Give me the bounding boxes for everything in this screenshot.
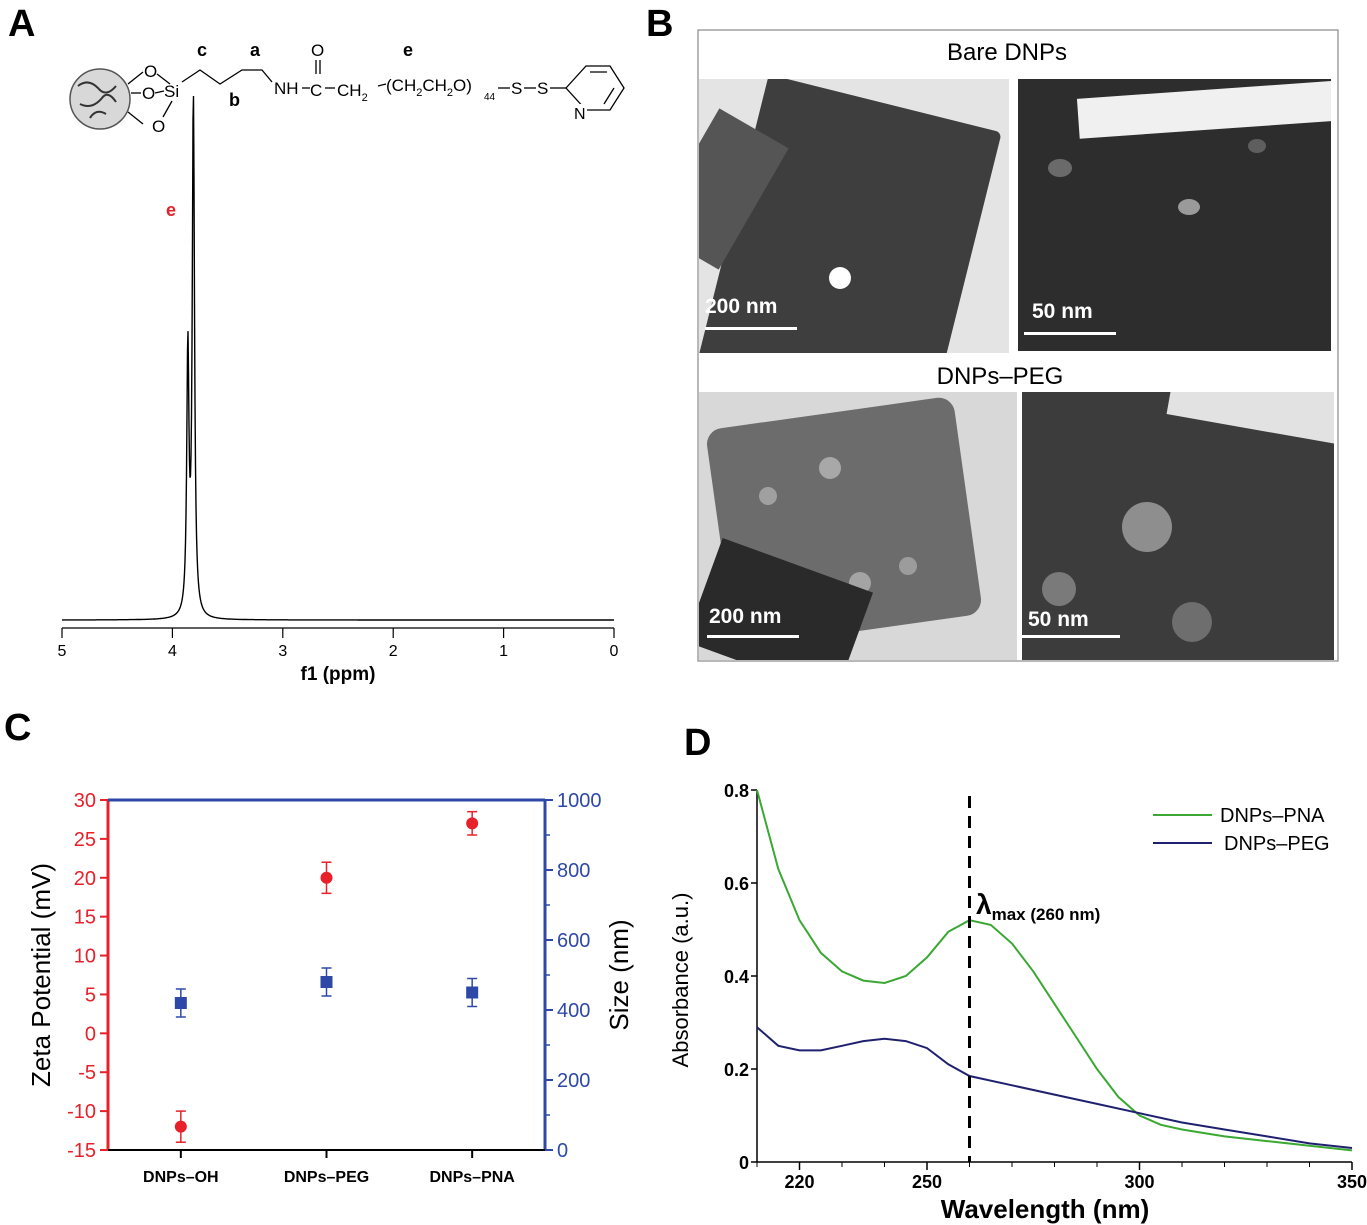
pyridine-ring [565, 65, 625, 111]
size-point [466, 986, 479, 999]
sulfur-2: S [537, 79, 548, 98]
carbonyl-carbon: C [310, 81, 322, 100]
nmr-x-tick-label: 2 [389, 643, 398, 660]
tem-bare-200nm: 200 nm [699, 79, 1009, 353]
scale-label-200-bare: 200 nm [705, 295, 778, 318]
panel-label-c: C [4, 707, 31, 749]
nitrogen-atom: N [574, 106, 586, 123]
label-b: b [229, 90, 240, 110]
tem-peg-50nm: 50 nm [1022, 392, 1334, 660]
left-y-tick-label: 15 [74, 907, 96, 929]
nmr-x-tick-label: 1 [499, 643, 508, 660]
oxygen-3: O [152, 117, 165, 136]
d-y-tick-label: 0.6 [724, 874, 749, 894]
left-y-tick-label: 25 [74, 829, 96, 851]
zeta-point [174, 1120, 187, 1133]
nmr-x-label: f1 (ppm) [301, 664, 376, 685]
nanoparticle-image [69, 68, 131, 130]
panel-label-d: D [684, 722, 711, 764]
series-line-dnps-peg [756, 1026, 1353, 1149]
d-y-tick-label: 0.4 [724, 967, 749, 987]
size-point [320, 976, 333, 988]
chart-d-ticks: 0.8 0.6 0.4 0.2 0 220 250 300 350 [724, 781, 1367, 1192]
scale-bar-200-bare [705, 327, 797, 330]
scale-label-50-bare: 50 nm [1032, 300, 1093, 323]
left-y-tick-label: 10 [74, 946, 96, 968]
scale-label-200-peg: 200 nm [709, 605, 782, 628]
zeta-point [320, 871, 333, 884]
nmr-x-tick-label: 3 [278, 643, 287, 660]
label-c: c [197, 40, 207, 60]
d-y-tick-label: 0 [739, 1153, 749, 1173]
right-y-tick-label: 200 [557, 1070, 590, 1092]
nh-group: NH [274, 79, 299, 98]
x-tick-label: DNPs–PEG [284, 1169, 369, 1186]
dnps-peg-title: DNPs–PEG [937, 363, 1064, 390]
x-tick-label: DNPs–OH [143, 1169, 219, 1186]
series-line-dnps-pna [756, 789, 1353, 1152]
d-y-tick-label: 0.8 [724, 781, 749, 801]
tem-peg-200nm: 200 nm [699, 392, 1017, 660]
panel-label-b: B [646, 3, 673, 45]
legend-label-peg: DNPs–PEG [1224, 833, 1330, 855]
oxygen-1: O [144, 62, 157, 81]
peg-repeat-unit: (CH2CH2O) [386, 76, 472, 99]
panel-label-a: A [8, 3, 35, 45]
left-y-tick-label: -15 [67, 1140, 96, 1162]
right-y-tick-label: 0 [557, 1140, 568, 1162]
size-point [174, 997, 187, 1009]
right-y-tick-label: 1000 [557, 790, 602, 812]
chart-c-points [174, 810, 479, 1143]
left-y-tick-label: 30 [74, 790, 96, 812]
d-x-tick-label: 300 [1124, 1172, 1154, 1192]
tem-bare-50nm: 50 nm [1018, 79, 1331, 351]
x-tick-label: DNPs–PNA [429, 1169, 515, 1186]
left-y-tick-label: -10 [67, 1101, 96, 1123]
size-ylabel: Size (nm) [604, 919, 634, 1030]
d-x-label: Wavelength (nm) [941, 1194, 1149, 1224]
d-y-tick-label: 0.2 [724, 1060, 749, 1080]
right-y-tick-label: 400 [557, 1000, 590, 1022]
nmr-chart: 5 4 3 2 1 0 f1 (ppm) [58, 95, 619, 685]
peak-label-e: e [166, 200, 176, 220]
right-y-tick-label: 600 [557, 930, 590, 952]
scale-label-50-peg: 50 nm [1028, 608, 1089, 631]
lambda-annotation: λmax (260 nm) [976, 889, 1100, 924]
label-e-structure: e [403, 40, 413, 60]
nmr-x-tick-label: 4 [168, 643, 177, 660]
label-a: a [250, 40, 261, 60]
d-x-tick-label: 250 [912, 1172, 942, 1192]
silicon-atom: Si [164, 82, 179, 101]
scale-bar-200-peg [707, 635, 799, 638]
legend-label-pna: DNPs–PNA [1220, 805, 1325, 827]
left-y-tick-label: 0 [85, 1023, 96, 1045]
nmr-x-tick-label: 0 [610, 643, 619, 660]
scale-bar-50-peg [1022, 635, 1120, 638]
zeta-size-chart: 30 25 20 15 10 5 0 -5 -10 -15 1000 800 600 400 200 0 DNP… [26, 790, 634, 1186]
oxygen-2: O [142, 84, 155, 103]
ch2-group: CH2 [337, 81, 368, 104]
sulfur-1: S [511, 79, 522, 98]
nmr-x-ticks: 5 4 3 2 1 0 [58, 628, 619, 660]
carbonyl-oxygen: O [311, 41, 324, 60]
chemical-structure: O O O Si c a b e NH C O CH2 (CH2CH2O) 44… [69, 40, 625, 136]
left-y-tick-label: 20 [74, 868, 96, 890]
d-y-label: Absorbance (a.u.) [668, 893, 693, 1068]
d-x-tick-label: 350 [1337, 1172, 1367, 1192]
chart-d-legend: DNPs–PNA DNPs–PEG [1153, 805, 1330, 855]
bare-dnps-title: Bare DNPs [947, 39, 1067, 66]
nmr-spectrum-line [62, 95, 614, 621]
left-y-tick-label: -5 [78, 1062, 96, 1084]
peg-count: 44 [484, 92, 496, 103]
zeta-ylabel: Zeta Potential (mV) [26, 863, 56, 1087]
d-x-tick-label: 220 [784, 1172, 814, 1192]
chart-c-ticks: 30 25 20 15 10 5 0 -5 -10 -15 1000 800 600 400 200 0 DNP… [67, 790, 601, 1186]
left-y-tick-label: 5 [85, 984, 96, 1006]
scale-bar-50-bare [1024, 332, 1116, 335]
nmr-x-tick-label: 5 [58, 643, 67, 660]
zeta-point [466, 817, 479, 830]
right-y-tick-label: 800 [557, 860, 590, 882]
